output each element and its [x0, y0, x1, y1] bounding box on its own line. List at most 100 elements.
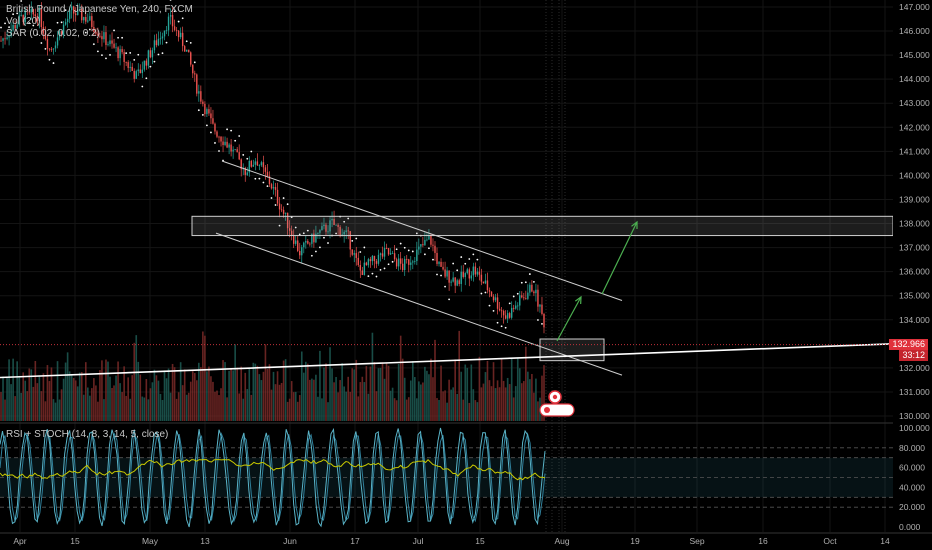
volume-bar — [220, 388, 222, 421]
volume-bar — [151, 382, 154, 421]
volume-bar — [218, 395, 220, 421]
candle — [264, 165, 267, 180]
dividend-marker-icon[interactable] — [539, 403, 575, 417]
projection-arrow-1[interactable] — [556, 296, 582, 342]
candle — [196, 73, 198, 97]
candle-body — [440, 261, 442, 267]
volume-bar — [337, 392, 339, 421]
candle — [246, 167, 248, 176]
long-term-trend-line[interactable] — [0, 343, 894, 379]
candle-body — [543, 313, 545, 328]
channel-lower-line[interactable] — [215, 232, 623, 376]
volume-bar — [504, 387, 507, 421]
candle-body — [436, 252, 438, 264]
candle-body — [22, 14, 24, 22]
sar-dot — [423, 253, 426, 256]
candle — [22, 14, 24, 26]
candle — [127, 60, 129, 73]
volume-bar — [232, 370, 234, 421]
sar-dot — [407, 249, 410, 252]
candle-body — [117, 47, 119, 59]
sar-dot — [177, 20, 180, 23]
volume-bar — [377, 368, 380, 421]
candle — [50, 47, 53, 52]
candle-body — [408, 259, 410, 265]
candle-body — [529, 284, 531, 293]
volume-bar — [498, 387, 501, 421]
oscillator-legend[interactable]: RSI + STOCH (14, 8, 3, 14, 5, close) — [6, 429, 169, 440]
volume-bar — [266, 369, 269, 421]
candle — [113, 38, 115, 49]
candle-body — [151, 50, 154, 58]
sar-dot — [496, 321, 499, 324]
candle — [79, 3, 81, 11]
volume-bar — [189, 381, 192, 421]
candle-body — [62, 24, 65, 36]
candle — [450, 279, 452, 287]
volume-bar — [4, 399, 6, 421]
time-axis-tick-label: Jun — [283, 536, 297, 546]
candle — [416, 241, 418, 266]
sar-dot — [460, 256, 463, 258]
candle-body — [81, 8, 83, 21]
sar-dot — [327, 242, 329, 244]
sar-dot — [480, 292, 483, 295]
candle-body — [103, 32, 105, 40]
sar-dot — [32, 24, 35, 27]
volume-bar — [173, 367, 176, 421]
candle — [26, 6, 28, 16]
candle-body — [531, 284, 533, 292]
sar-dot — [512, 295, 515, 298]
volume-bar — [537, 401, 539, 421]
candle-body — [502, 310, 505, 316]
candle-body — [34, 14, 37, 17]
volume-bar — [353, 369, 356, 421]
channel-upper-line[interactable] — [221, 160, 623, 301]
candle — [343, 230, 345, 243]
candle — [521, 291, 523, 299]
volume-bar — [161, 399, 164, 421]
volume-bar — [137, 361, 140, 421]
candle — [385, 243, 388, 250]
candle-body — [315, 233, 317, 243]
volume-bar — [34, 360, 37, 421]
price-axis-tick-label: 132.000 — [899, 363, 930, 373]
volume-bar — [111, 387, 113, 421]
candle-body — [38, 8, 41, 21]
candle — [83, 16, 85, 24]
candle-body — [365, 262, 368, 266]
volume-bar — [371, 332, 374, 421]
candle-body — [282, 209, 285, 214]
candle-body — [311, 233, 313, 244]
candle — [171, 7, 174, 33]
sar-legend[interactable]: SAR (0.02, 0.02, 0.2) — [6, 28, 100, 39]
candle — [188, 49, 190, 53]
candle-body — [24, 10, 26, 22]
projection-arrow-2[interactable] — [601, 221, 638, 295]
candle-body — [198, 91, 200, 94]
resistance-zone-box[interactable] — [191, 215, 894, 237]
sar-dot — [165, 41, 168, 44]
candle-body — [280, 209, 283, 211]
sar-dot — [214, 142, 216, 144]
sar-dot — [64, 9, 67, 11]
volume-bar — [216, 390, 218, 421]
volume-bar — [351, 368, 354, 421]
earnings-marker-icon[interactable] — [548, 390, 562, 404]
sar-dot — [16, 12, 19, 15]
event-markers[interactable] — [539, 390, 575, 417]
candle-body — [508, 313, 511, 318]
sar-dot — [234, 139, 237, 142]
volume-bar — [381, 362, 384, 421]
volume-bar — [272, 371, 275, 421]
volume-bar — [103, 399, 105, 421]
volume-bar — [50, 367, 53, 421]
volume-bar — [234, 344, 236, 421]
candle — [321, 222, 323, 231]
sar-dot — [52, 62, 55, 64]
candle-body — [202, 101, 204, 104]
volume-legend[interactable]: Vol (20) — [6, 16, 41, 27]
time-axis-tick-label: May — [142, 536, 159, 546]
volume-bar — [397, 363, 400, 421]
